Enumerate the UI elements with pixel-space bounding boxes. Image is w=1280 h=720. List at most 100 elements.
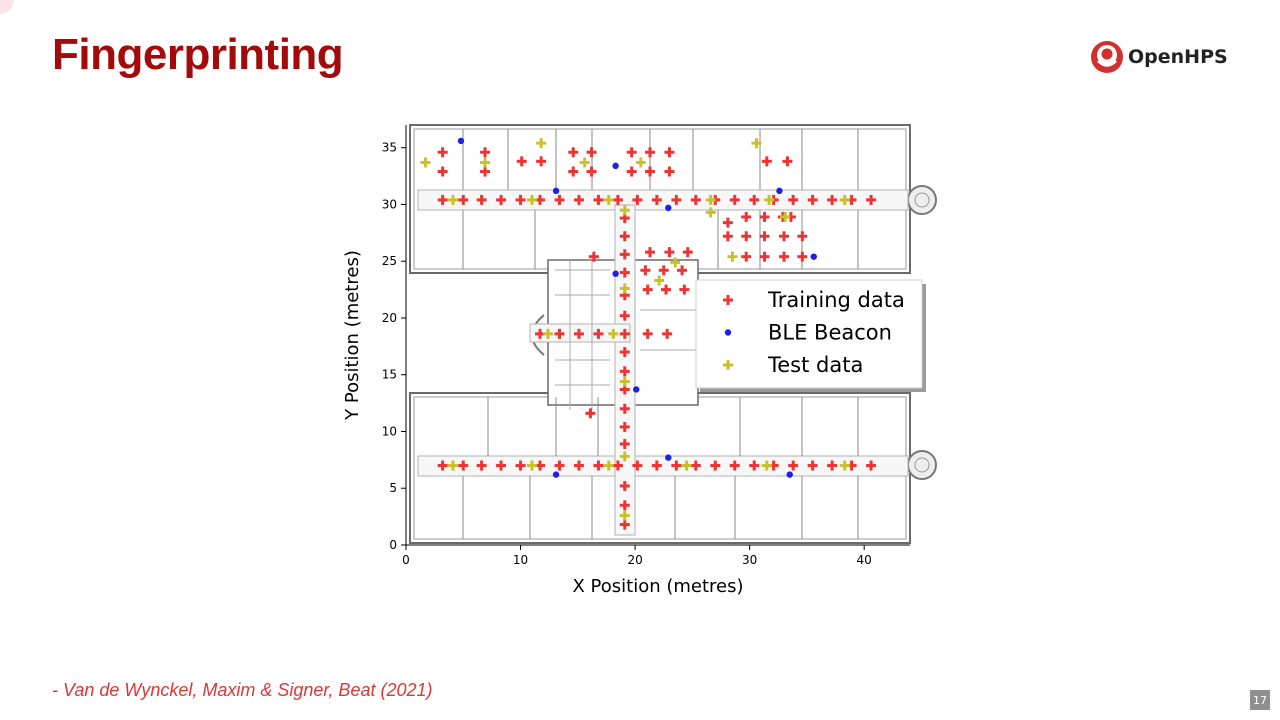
ble-beacon-point [786, 471, 793, 478]
training-data-point [632, 194, 643, 205]
test-data-point [420, 157, 431, 168]
ble-beacon-point [552, 471, 560, 478]
training-data-point [749, 194, 760, 205]
test-data-point [780, 211, 791, 222]
test-data-point [839, 460, 850, 471]
training-data-point [476, 460, 487, 471]
test-data-point [764, 194, 775, 205]
floor-plan-background [409, 124, 937, 544]
test-data-point [579, 157, 590, 168]
training-data-point [866, 460, 877, 471]
training-data-point [827, 460, 838, 471]
test-data-point [839, 194, 850, 205]
test-data-point [705, 207, 716, 218]
training-data-point [619, 500, 630, 511]
training-data-point [593, 194, 604, 205]
training-data-point [437, 166, 448, 177]
logo-text: OpenHPS [1128, 46, 1228, 68]
training-data-point [690, 194, 701, 205]
test-data-point [447, 194, 458, 205]
y-tick-label: 0 [389, 538, 397, 552]
training-data-point [612, 194, 623, 205]
x-axis-label: X Position (metres) [572, 576, 743, 597]
test-data-point [619, 451, 630, 462]
legend-label-test-data: Test data [767, 353, 863, 377]
ble-beacon-point [776, 187, 783, 195]
training-data-point [741, 251, 752, 262]
test-data-point [654, 275, 665, 286]
training-data-point [437, 147, 448, 158]
x-tick-label: 20 [627, 553, 642, 567]
training-data-point [480, 147, 491, 158]
training-data-point [612, 460, 623, 471]
corner-decoration [0, 0, 14, 14]
ble-beacon-point [665, 204, 672, 212]
training-data-point [710, 460, 721, 471]
training-data-point [619, 519, 630, 530]
training-data-point [619, 421, 630, 432]
training-data-point [568, 166, 579, 177]
openhps-logo-icon [1091, 41, 1123, 73]
training-data-point [722, 231, 733, 242]
y-tick-label: 5 [389, 481, 397, 495]
test-data-point [681, 460, 692, 471]
training-data-point [682, 247, 693, 258]
training-data-point [593, 328, 604, 339]
training-data-point [626, 166, 637, 177]
training-data-point [788, 460, 799, 471]
training-data-point [741, 211, 752, 222]
training-data-point [554, 194, 565, 205]
ble-beacon-point [665, 454, 672, 461]
openhps-logo: OpenHPS [1090, 38, 1228, 76]
test-data-point [543, 328, 554, 339]
training-data-point [619, 231, 630, 242]
training-data-point [807, 460, 818, 471]
chart-legend: Training data BLE Beacon Test data [695, 279, 926, 392]
training-data-point [642, 284, 653, 295]
training-data-point [722, 217, 733, 228]
chart-marks [420, 137, 877, 530]
training-data-point [759, 211, 770, 222]
training-data-point [761, 156, 772, 167]
test-data-point [608, 328, 619, 339]
training-data-point [677, 265, 688, 276]
training-data-point [644, 247, 655, 258]
test-data-point [670, 257, 681, 268]
x-tick-label: 0 [402, 553, 410, 567]
training-data-point [573, 194, 584, 205]
legend-marker-test-data [723, 360, 733, 370]
test-data-point [635, 157, 646, 168]
test-data-point [619, 510, 630, 521]
training-data-point [759, 231, 770, 242]
training-data-point [664, 147, 675, 158]
training-data-point [515, 194, 526, 205]
training-data-point [619, 480, 630, 491]
training-data-point [661, 284, 672, 295]
training-data-point [644, 147, 655, 158]
y-tick-label: 25 [382, 254, 397, 268]
training-data-point [642, 328, 653, 339]
training-data-point [496, 194, 507, 205]
training-data-point [640, 265, 651, 276]
training-data-point [437, 460, 448, 471]
test-data-point [619, 283, 630, 294]
training-data-point [741, 231, 752, 242]
test-data-point [727, 251, 738, 262]
training-data-point [588, 251, 599, 262]
ble-beacon-point [810, 253, 817, 260]
training-data-point [619, 366, 630, 377]
training-data-point [729, 194, 740, 205]
training-data-point [807, 194, 818, 205]
test-data-point [619, 205, 630, 216]
training-data-point [827, 194, 838, 205]
test-data-point [619, 376, 630, 387]
ble-beacon-point [552, 187, 560, 195]
y-tick-label: 20 [382, 311, 397, 325]
training-data-point [619, 328, 630, 339]
training-data-point [662, 328, 673, 339]
ble-beacon-series [457, 137, 817, 478]
training-data-point [664, 166, 675, 177]
slide-title: Fingerprinting [52, 30, 344, 79]
training-data-point [619, 267, 630, 278]
page-number: 17 [1250, 690, 1270, 710]
